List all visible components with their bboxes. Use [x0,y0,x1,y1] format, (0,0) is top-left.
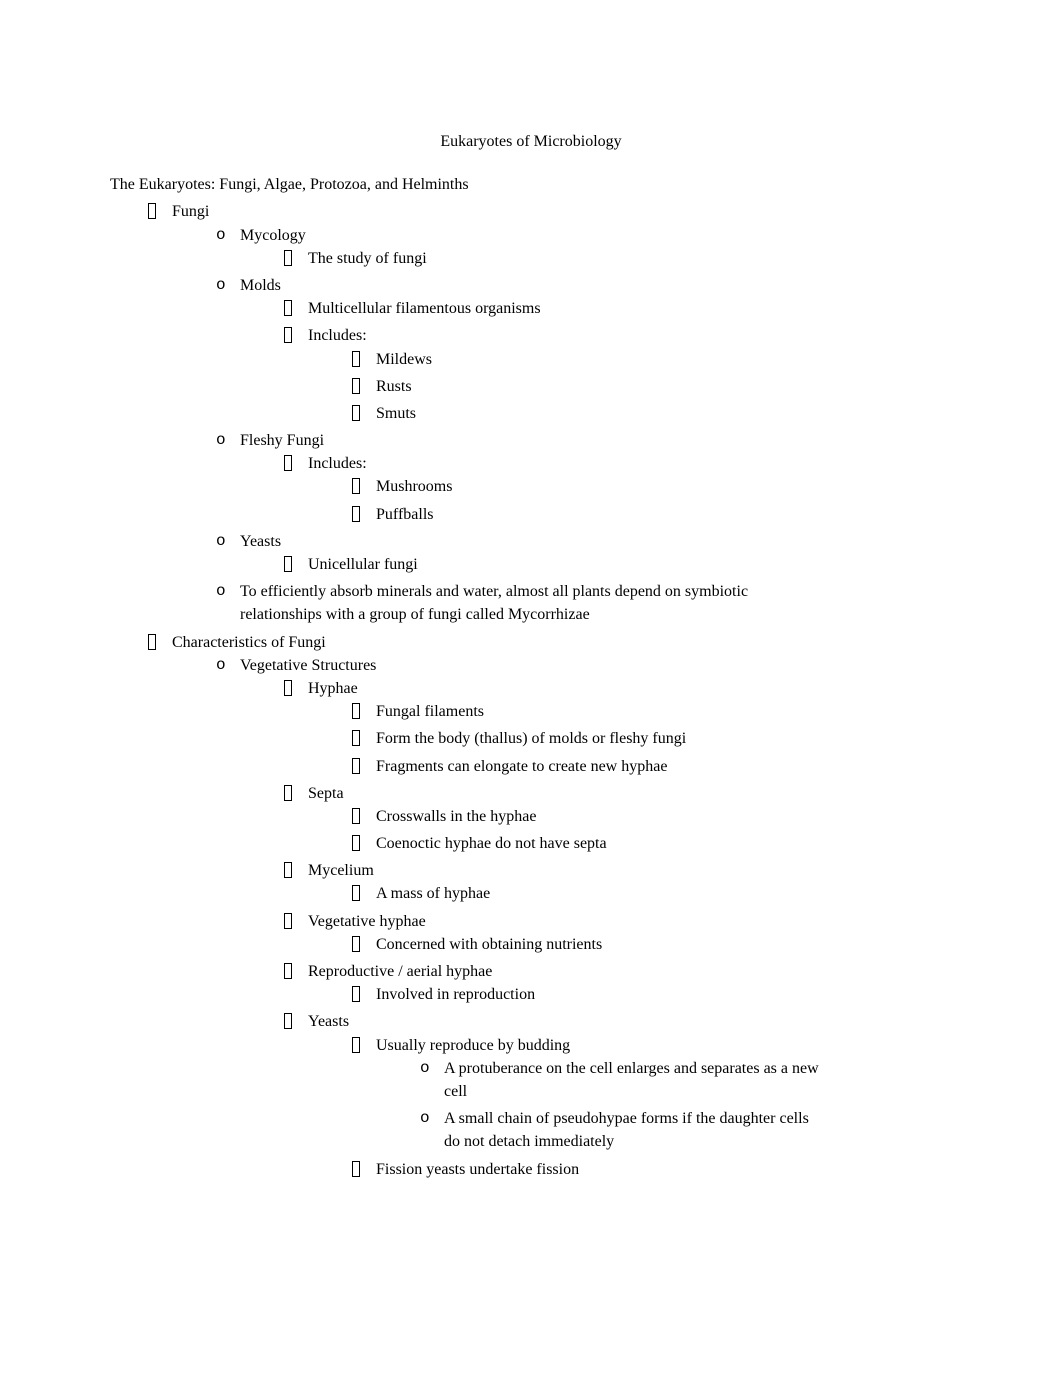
item-label: A mass of hyphae [376,885,490,902]
item-label: Molds [240,277,281,294]
item-hyphae-1: Fungal filaments [352,700,952,723]
item-label: Concerned with obtaining nutrients [376,936,602,953]
item-yeasts2-1a: A protuberance on the cell enlarges and … [420,1057,952,1103]
item-label: Form the body (thallus) of molds or fles… [376,730,686,747]
item-veg-structures: Vegetative Structures Hyphae Fungal fila… [216,654,952,1181]
item-label: Yeasts [240,533,281,550]
item-label: Fungal filaments [376,703,484,720]
item-label: Mushrooms [376,478,452,495]
item-mushrooms: Mushrooms [352,475,952,498]
item-label: Septa [308,785,344,802]
item-label: Mildews [376,351,432,368]
item-label: A protuberance on the cell enlarges and … [444,1060,819,1077]
item-label: Rusts [376,378,412,395]
item-hyphae: Hyphae Fungal filaments Form the body (t… [284,677,952,778]
item-molds-def: Multicellular filamentous organisms [284,297,952,320]
item-mycelium-1: A mass of hyphae [352,882,952,905]
intro-line: The Eukaryotes: Fungi, Algae, Protozoa, … [110,173,952,196]
item-label-cont: cell [444,1080,952,1103]
item-label: Mycology [240,227,306,244]
item-label: Fungi [172,203,209,220]
item-mycology-def: The study of fungi [284,247,952,270]
item-repro-hyphae-1: Involved in reproduction [352,983,952,1006]
item-yeasts2-fission: Fission yeasts undertake fission [352,1158,952,1181]
item-label-cont: do not detach immediately [444,1130,952,1153]
item-label: Mycelium [308,862,374,879]
item-molds: Molds Multicellular filamentous organism… [216,274,952,425]
item-fleshy-includes: Includes: Mushrooms Puffballs [284,452,952,526]
item-mycology: Mycology The study of fungi [216,224,952,270]
item-label-cont: relationships with a group of fungi call… [240,603,952,626]
item-repro-hyphae: Reproductive / aerial hyphae Involved in… [284,960,952,1006]
item-label: Includes: [308,455,367,472]
item-molds-includes: Includes: Mildews Rusts Smuts [284,324,952,425]
item-yeasts2: Yeasts Usually reproduce by budding A pr… [284,1010,952,1180]
item-septa-1: Crosswalls in the hyphae [352,805,952,828]
item-label: Usually reproduce by budding [376,1037,570,1054]
item-veg-hyphae-1: Concerned with obtaining nutrients [352,933,952,956]
item-label: Fragments can elongate to create new hyp… [376,758,667,775]
item-hyphae-2: Form the body (thallus) of molds or fles… [352,727,952,750]
item-fungi: Fungi Mycology The study of fungi Molds … [148,200,952,626]
item-label: Multicellular filamentous organisms [308,300,541,317]
item-label: Characteristics of Fungi [172,634,326,651]
item-label: A small chain of pseudohypae forms if th… [444,1110,809,1127]
item-fleshy: Fleshy Fungi Includes: Mushrooms Puffbal… [216,429,952,526]
item-label: Smuts [376,405,416,422]
item-label: Reproductive / aerial hyphae [308,963,492,980]
item-label: Puffballs [376,506,433,523]
item-symbiotic: To efficiently absorb minerals and water… [216,580,952,626]
item-label: Fission yeasts undertake fission [376,1161,579,1178]
item-label: Coenoctic hyphae do not have septa [376,835,607,852]
item-puffballs: Puffballs [352,503,952,526]
item-rusts: Rusts [352,375,952,398]
document-title: Eukaryotes of Microbiology [110,130,952,153]
item-mildews: Mildews [352,348,952,371]
item-label: Vegetative Structures [240,657,376,674]
item-septa: Septa Crosswalls in the hyphae Coenoctic… [284,782,952,856]
item-label: The study of fungi [308,250,427,267]
item-hyphae-3: Fragments can elongate to create new hyp… [352,755,952,778]
item-label: Yeasts [308,1013,349,1030]
item-label: Unicellular fungi [308,556,418,573]
item-label: Crosswalls in the hyphae [376,808,536,825]
item-yeasts2-budding: Usually reproduce by budding A protubera… [352,1034,952,1154]
item-septa-2: Coenoctic hyphae do not have septa [352,832,952,855]
item-mycelium: Mycelium A mass of hyphae [284,859,952,905]
item-label: Vegetative hyphae [308,913,426,930]
outline-root: Fungi Mycology The study of fungi Molds … [110,200,952,1180]
item-yeasts2-1b: A small chain of pseudohypae forms if th… [420,1107,952,1153]
item-smuts: Smuts [352,402,952,425]
item-veg-hyphae: Vegetative hyphae Concerned with obtaini… [284,910,952,956]
item-yeasts: Yeasts Unicellular fungi [216,530,952,576]
item-characteristics: Characteristics of Fungi Vegetative Stru… [148,631,952,1181]
item-label: To efficiently absorb minerals and water… [240,583,748,600]
item-label: Fleshy Fungi [240,432,324,449]
item-label: Includes: [308,327,367,344]
item-yeasts-def: Unicellular fungi [284,553,952,576]
item-label: Hyphae [308,680,358,697]
item-label: Involved in reproduction [376,986,535,1003]
